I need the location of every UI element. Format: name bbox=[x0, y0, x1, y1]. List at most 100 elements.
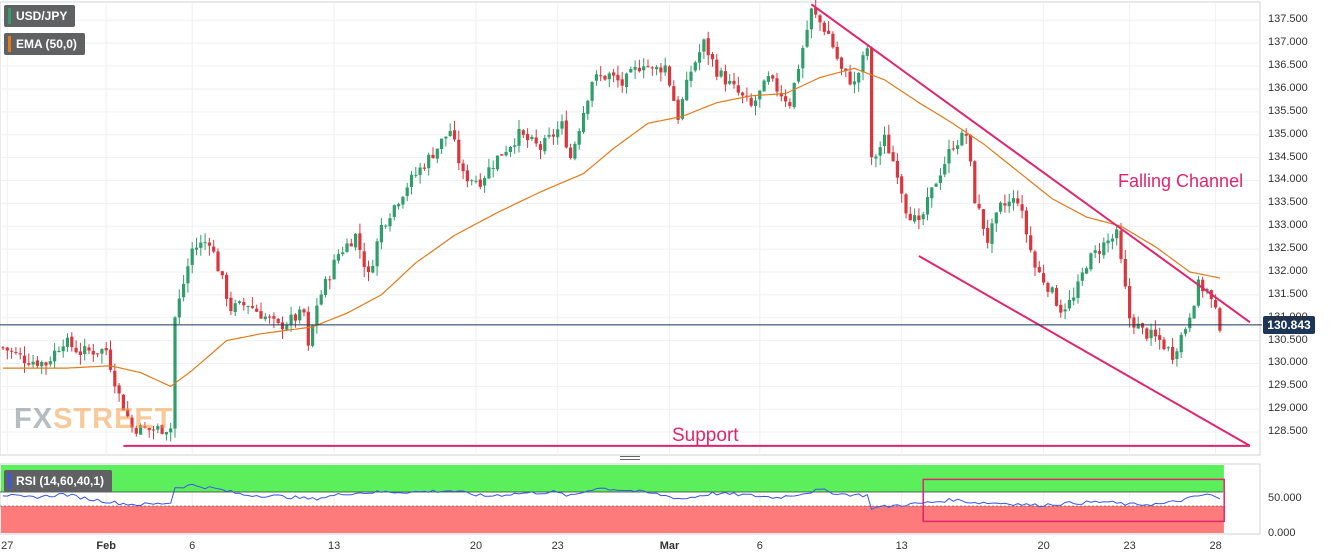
candle-body bbox=[139, 424, 143, 435]
candle-body bbox=[788, 102, 792, 107]
candle-body bbox=[375, 241, 379, 267]
candle-body bbox=[147, 427, 151, 431]
candle-body bbox=[960, 132, 964, 146]
time-tick-label: 20 bbox=[469, 540, 483, 552]
candle-body bbox=[642, 66, 646, 71]
candle-body bbox=[242, 301, 246, 306]
rsi-tick-label: 0.000 bbox=[1268, 527, 1296, 539]
candle-body bbox=[1153, 329, 1157, 337]
candle-body bbox=[91, 350, 95, 355]
candle-body bbox=[753, 100, 758, 106]
candle-body bbox=[199, 242, 203, 248]
candle-body bbox=[1024, 210, 1028, 235]
candle-body bbox=[865, 48, 869, 56]
candle-body bbox=[848, 71, 852, 85]
rsi-swatch bbox=[8, 473, 11, 489]
candle-body bbox=[930, 187, 934, 199]
candle-body bbox=[100, 349, 104, 354]
falling-channel-label: Falling Channel bbox=[1118, 171, 1244, 191]
candle-body bbox=[766, 76, 770, 82]
time-tick-label: 13 bbox=[895, 540, 908, 552]
candle-body bbox=[130, 417, 134, 428]
candle-body bbox=[495, 155, 500, 170]
candle-body bbox=[508, 147, 512, 152]
candle-body bbox=[968, 134, 973, 162]
candle-body bbox=[212, 246, 216, 252]
candle-body bbox=[405, 187, 409, 196]
candle-body bbox=[422, 167, 426, 169]
candle-body bbox=[534, 137, 538, 144]
candle-body bbox=[298, 309, 302, 321]
candle-body bbox=[685, 79, 689, 101]
candle-body bbox=[904, 194, 908, 214]
current-price-tag: 130.843 bbox=[1263, 315, 1315, 334]
candle-body bbox=[186, 266, 190, 284]
candle-body bbox=[538, 144, 543, 150]
candle-body bbox=[801, 48, 805, 69]
candle-body bbox=[302, 309, 306, 313]
channel-upper-line bbox=[810, 3, 1251, 324]
candle-body bbox=[956, 145, 960, 149]
candle-body bbox=[268, 316, 272, 318]
candle-body bbox=[814, 7, 818, 15]
candle-body bbox=[792, 82, 796, 108]
candle-body bbox=[1115, 229, 1119, 239]
candle-body bbox=[328, 279, 332, 281]
candle-body bbox=[560, 121, 564, 129]
candle-body bbox=[18, 353, 22, 355]
candle-body bbox=[323, 278, 328, 296]
price-tick-label: 135.500 bbox=[1268, 104, 1308, 117]
candle-body bbox=[1175, 351, 1179, 359]
candle-body bbox=[1033, 251, 1037, 268]
candle-body bbox=[973, 161, 977, 204]
candle-body bbox=[126, 409, 130, 417]
candle-body bbox=[943, 164, 947, 175]
candle-body bbox=[474, 180, 478, 182]
watermark-logo: FXSTREET bbox=[14, 403, 173, 436]
candle-body bbox=[1020, 204, 1024, 211]
candle-body bbox=[96, 353, 100, 355]
candle-body bbox=[164, 432, 168, 435]
rsi-badge[interactable]: RSI (14,60,40,1) bbox=[4, 470, 113, 492]
candle-body bbox=[779, 92, 783, 97]
candle-body bbox=[504, 151, 508, 156]
candle-body bbox=[336, 254, 340, 261]
candle-body bbox=[680, 99, 684, 119]
pane-splitter-handle[interactable] bbox=[620, 456, 640, 462]
candle-body bbox=[1059, 304, 1063, 313]
candle-body bbox=[986, 227, 990, 243]
candle-body bbox=[134, 428, 138, 434]
candle-body bbox=[895, 160, 899, 178]
candle-body bbox=[556, 129, 560, 138]
candle-body bbox=[349, 243, 353, 247]
candle-body bbox=[470, 180, 474, 182]
candle-body bbox=[818, 15, 822, 23]
candle-body bbox=[65, 337, 70, 347]
candle-body bbox=[1080, 272, 1084, 281]
price-tick-label: 135.000 bbox=[1268, 127, 1308, 140]
candle-body bbox=[607, 73, 611, 80]
candle-body bbox=[31, 361, 35, 365]
candle-body bbox=[1158, 335, 1162, 340]
price-panel bbox=[0, 1, 1261, 456]
candle-body bbox=[392, 205, 396, 217]
candle-body bbox=[143, 426, 147, 428]
candle-body bbox=[728, 80, 732, 84]
candle-body bbox=[870, 47, 874, 158]
candle-body bbox=[1046, 282, 1050, 292]
candle-body bbox=[861, 55, 865, 73]
candle-body bbox=[237, 301, 242, 304]
candle-body bbox=[650, 67, 654, 69]
candle-body bbox=[676, 99, 680, 120]
price-tick-label: 131.500 bbox=[1268, 287, 1308, 300]
candle-body bbox=[977, 203, 981, 209]
candle-body bbox=[1, 347, 5, 349]
candle-body bbox=[702, 39, 706, 52]
candle-body bbox=[1067, 299, 1071, 309]
candle-body bbox=[835, 46, 839, 59]
time-tick-label: Mar bbox=[659, 540, 680, 552]
symbol-badge[interactable]: USD/JPY bbox=[4, 5, 76, 27]
ema-badge[interactable]: EMA (50,0) bbox=[4, 33, 85, 55]
ema-swatch bbox=[8, 36, 11, 52]
candle-body bbox=[951, 148, 955, 150]
